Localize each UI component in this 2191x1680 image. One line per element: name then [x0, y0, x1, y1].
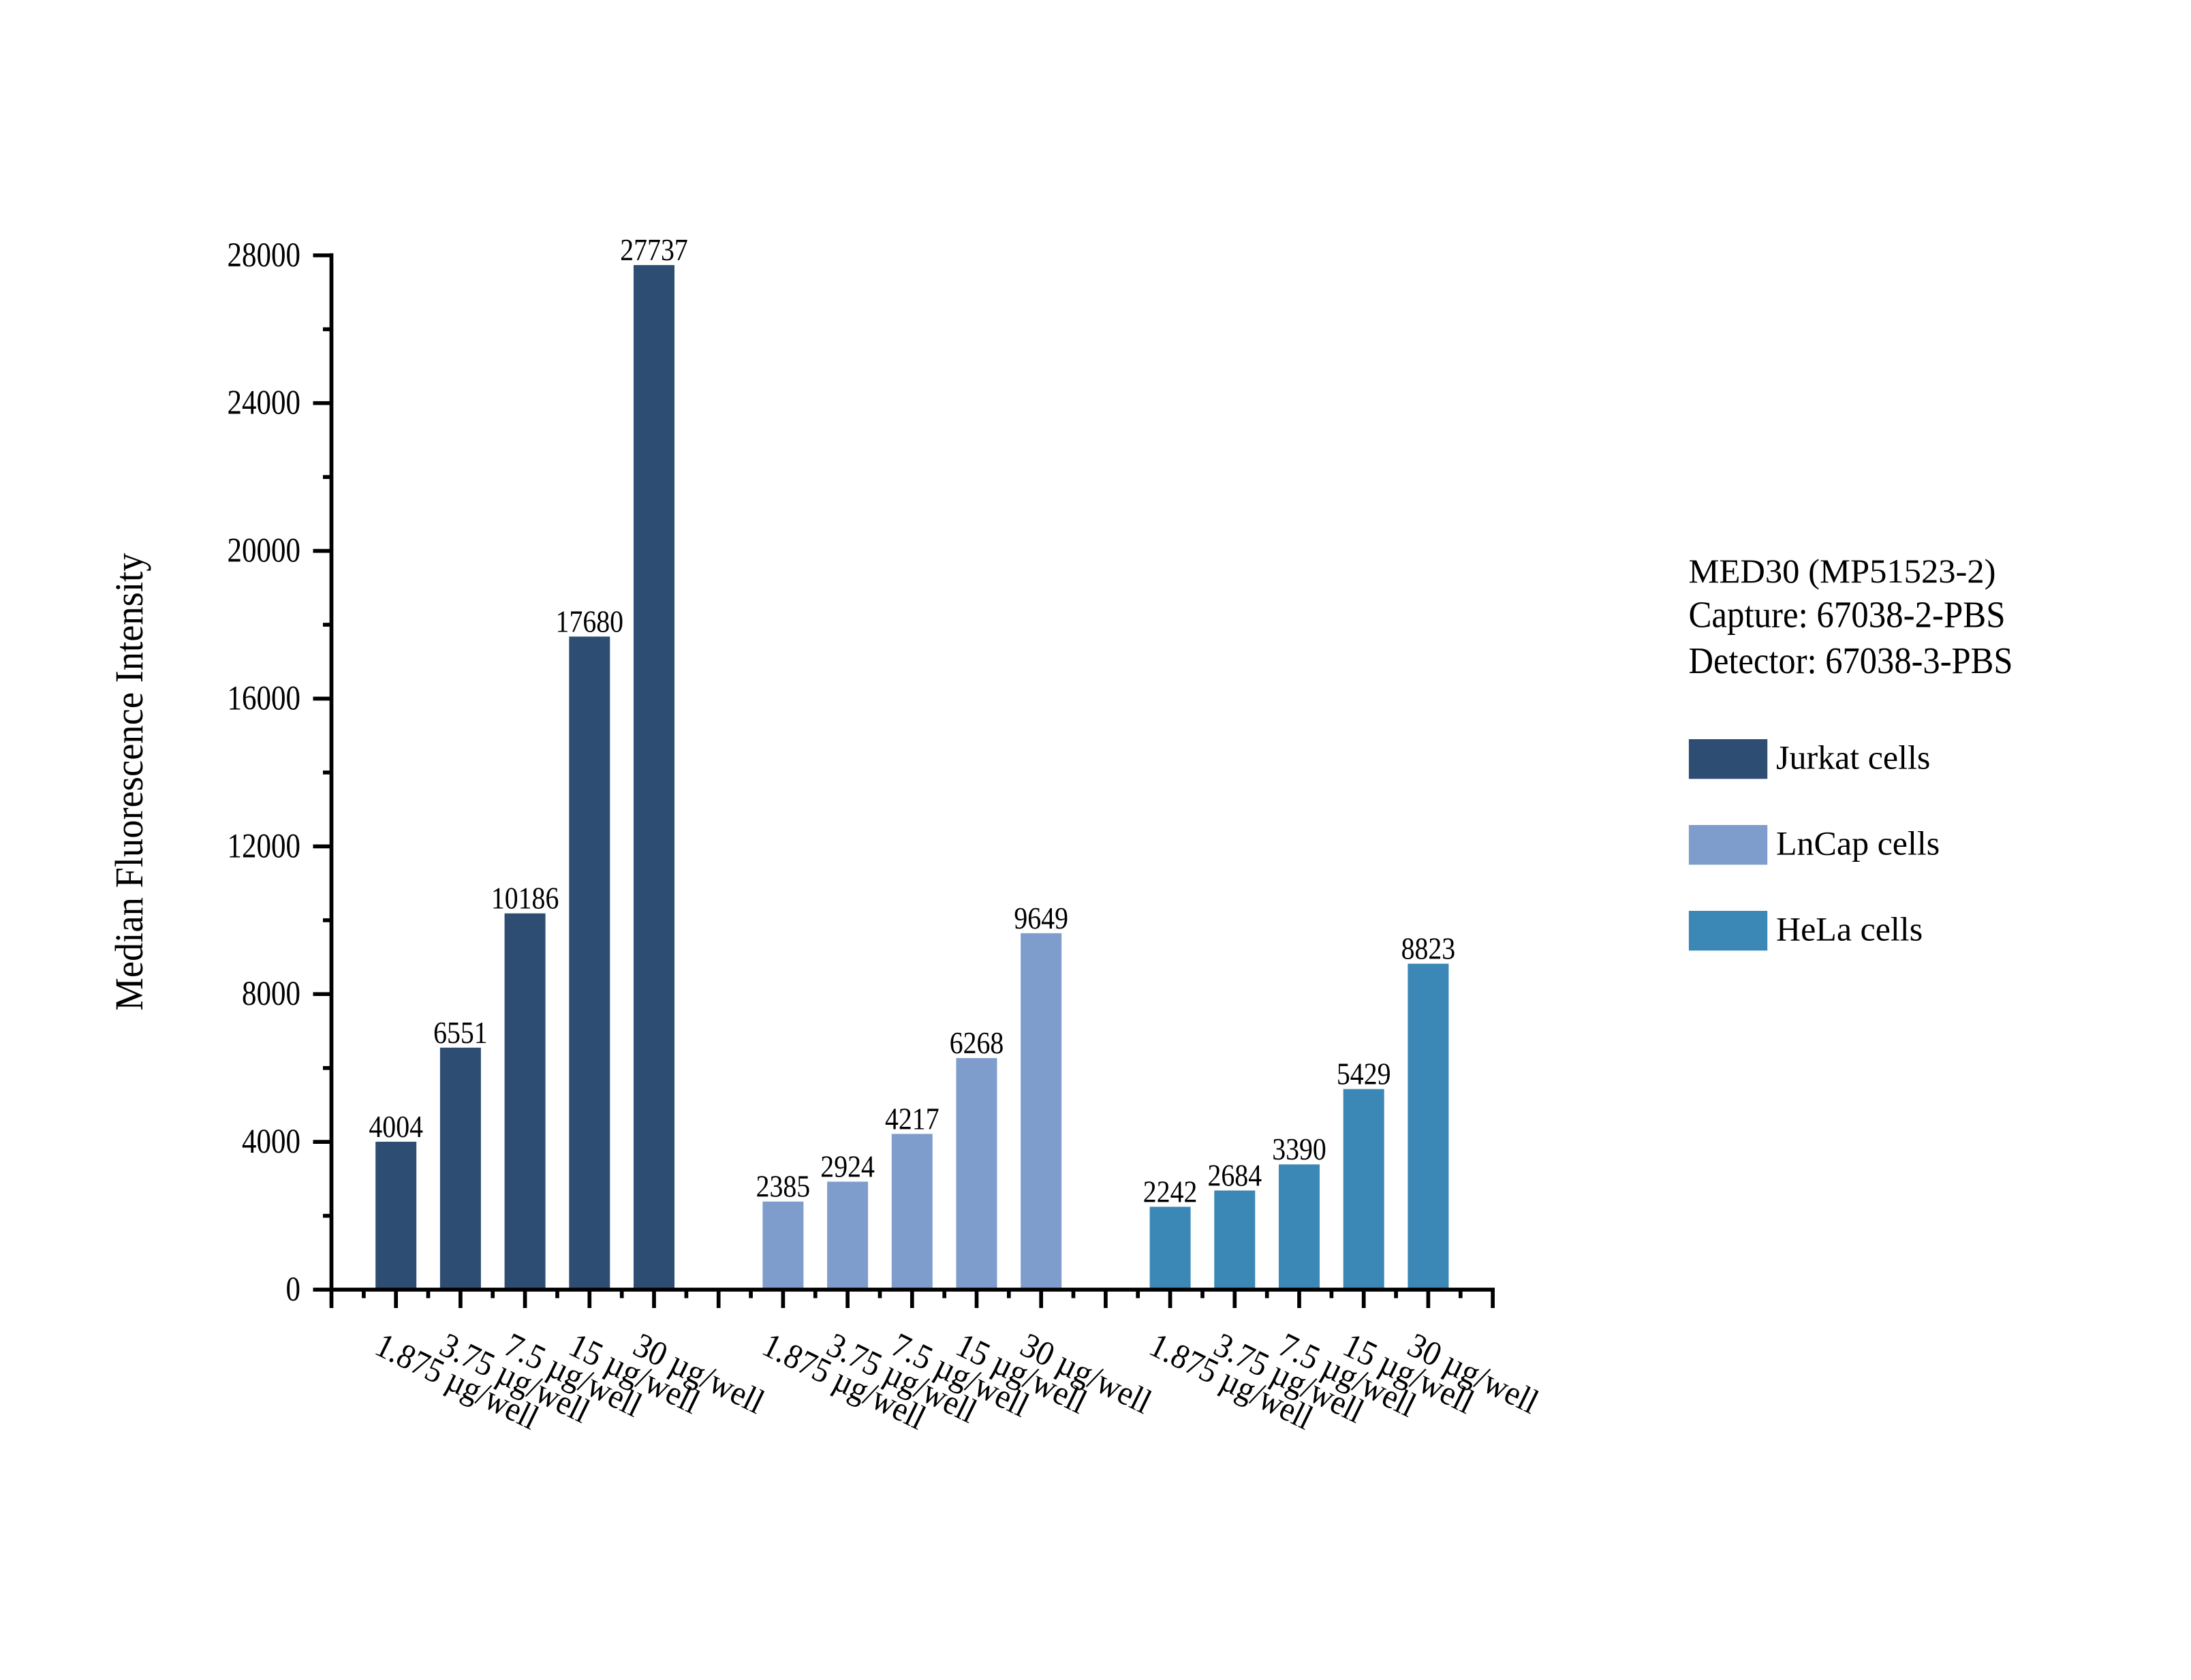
svg-text:8000: 8000: [242, 975, 300, 1013]
svg-text:5429: 5429: [1337, 1057, 1391, 1091]
svg-text:4217: 4217: [885, 1101, 939, 1136]
svg-text:4000: 4000: [242, 1123, 300, 1161]
svg-text:24000: 24000: [228, 384, 301, 422]
svg-text:HeLa cells: HeLa cells: [1776, 910, 1923, 948]
svg-text:2385: 2385: [756, 1169, 811, 1204]
svg-text:20000: 20000: [228, 532, 301, 570]
svg-text:28000: 28000: [228, 236, 301, 275]
svg-text:17680: 17680: [556, 604, 624, 638]
svg-text:2242: 2242: [1143, 1174, 1198, 1209]
svg-text:12000: 12000: [228, 827, 301, 865]
svg-text:2684: 2684: [1208, 1158, 1262, 1193]
svg-text:6551: 6551: [433, 1015, 488, 1050]
svg-text:9649: 9649: [1014, 901, 1068, 935]
svg-text:16000: 16000: [228, 680, 301, 718]
svg-text:Median Fluorescence Intensity: Median Fluorescence Intensity: [107, 553, 151, 1011]
svg-text:MED30 (MP51523-2): MED30 (MP51523-2): [1689, 552, 1996, 590]
svg-text:4004: 4004: [369, 1109, 423, 1144]
svg-text:8823: 8823: [1401, 931, 1456, 966]
svg-text:2924: 2924: [820, 1149, 875, 1184]
svg-text:Capture: 67038-2-PBS: Capture: 67038-2-PBS: [1689, 593, 2006, 635]
svg-text:LnCap cells: LnCap cells: [1776, 824, 1940, 862]
svg-text:Jurkat cells: Jurkat cells: [1776, 738, 1930, 777]
svg-text:Detector: 67038-3-PBS: Detector: 67038-3-PBS: [1689, 640, 2013, 681]
svg-text:27737: 27737: [620, 232, 688, 267]
svg-text:0: 0: [286, 1271, 301, 1309]
svg-text:3390: 3390: [1272, 1132, 1326, 1166]
svg-text:10186: 10186: [491, 881, 559, 916]
svg-text:6268: 6268: [950, 1025, 1004, 1060]
